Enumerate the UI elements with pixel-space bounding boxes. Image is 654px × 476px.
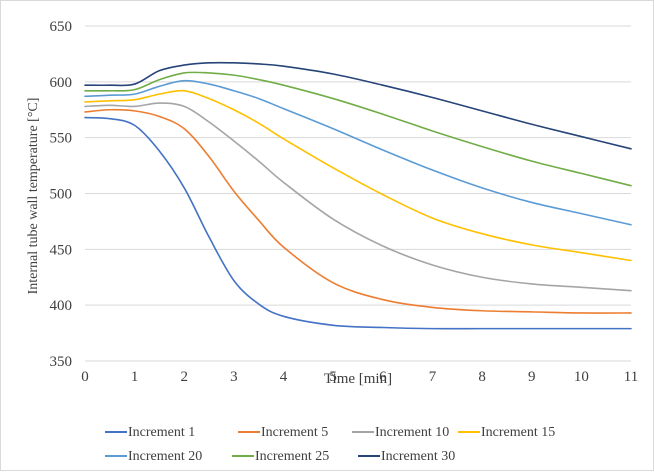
legend-label: Increment 5 [261,425,328,440]
series-line-6 [84,71,632,187]
y-tick-label: 400 [50,298,73,314]
x-tick-label: 9 [528,369,536,385]
y-tick-label: 550 [50,131,73,147]
series-line-7 [84,61,632,150]
y-axis-label: Internal tube wall temperature [°C] [26,98,41,295]
legend: Increment 1 Increment 5 Increment 10 Increm… [105,425,555,464]
x-tick-label: 1 [131,369,139,385]
x-tick-label: 7 [429,369,437,385]
x-tick-label: 4 [280,369,288,385]
legend-label: Increment 20 [128,449,202,464]
series-line-1 [84,116,632,330]
legend-label: Increment 15 [481,425,555,440]
x-tick-label: 6 [379,369,387,385]
x-tick-label: 0 [81,369,89,385]
y-tick-label: 450 [50,242,73,258]
legend-label: Increment 1 [128,425,195,440]
y-tick-label: 600 [50,75,73,91]
series-line-2 [84,108,632,314]
x-tick-label: 8 [478,369,486,385]
y-tick-label: 650 [50,19,73,35]
series-lines [84,61,632,330]
x-tick-label: 3 [230,369,238,385]
x-axis-label: Time [min] [324,371,392,387]
x-tick-label: 5 [329,369,337,385]
x-tick-label: 11 [624,369,638,385]
y-tick-label: 350 [50,354,73,370]
x-tick-label: 10 [574,369,589,385]
tick-labels: 350 400 450 500 550 600 650 0 1 2 3 4 5 6 7 8 9 10 11 [50,19,639,385]
legend-label: Increment 30 [381,449,455,464]
legend-label: Increment 25 [255,449,329,464]
series-line-4 [84,89,632,262]
series-line-3 [84,102,632,292]
legend-label: Increment 10 [375,425,449,440]
x-tick-label: 2 [181,369,189,385]
series-line-5 [84,79,632,226]
y-tick-label: 500 [50,187,73,203]
